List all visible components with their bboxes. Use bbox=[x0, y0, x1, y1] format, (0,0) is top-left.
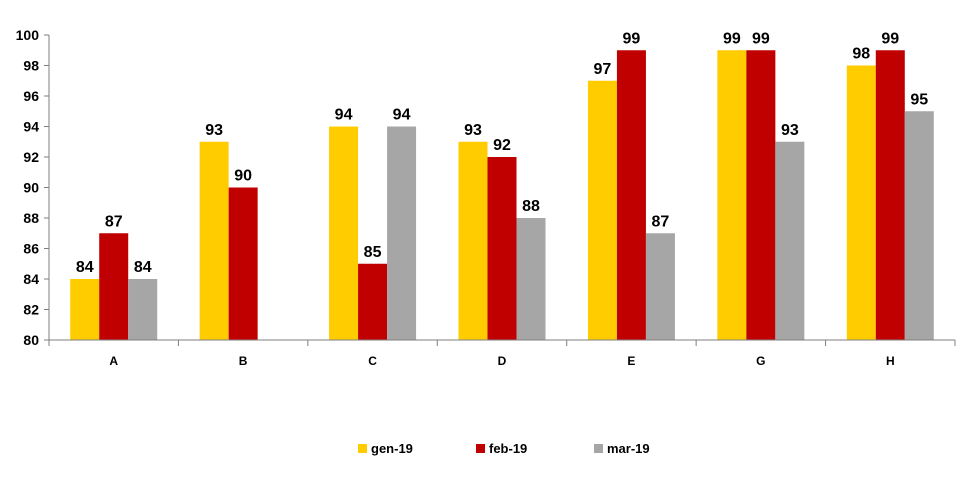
bar-feb-19-A bbox=[99, 233, 129, 340]
bar-feb-19-B bbox=[228, 187, 258, 340]
bar-feb-19-E bbox=[616, 50, 646, 340]
data-label-mar-19-C: 94 bbox=[393, 107, 411, 124]
data-label-gen-19-D: 93 bbox=[464, 122, 482, 139]
legend-label: mar-19 bbox=[607, 441, 650, 456]
x-tick-label: E bbox=[627, 354, 635, 368]
legend: gen-19 feb-19 mar-19 bbox=[358, 441, 650, 456]
bar-gen-19-E bbox=[587, 80, 617, 340]
legend-label: gen-19 bbox=[371, 441, 413, 456]
data-label-feb-19-B: 90 bbox=[234, 168, 252, 185]
bar-feb-19-D bbox=[487, 157, 517, 340]
legend-swatch bbox=[358, 444, 367, 453]
y-tick-label: 90 bbox=[23, 180, 39, 196]
data-label-mar-19-A: 84 bbox=[134, 259, 152, 276]
x-tick-label: B bbox=[239, 354, 248, 368]
data-label-mar-19-G: 93 bbox=[781, 122, 799, 139]
data-label-feb-19-G: 99 bbox=[752, 30, 770, 47]
y-tick-label: 96 bbox=[23, 88, 39, 104]
data-label-mar-19-E: 87 bbox=[652, 213, 670, 230]
data-label-gen-19-B: 93 bbox=[205, 122, 223, 139]
bar-gen-19-B bbox=[199, 141, 229, 340]
bars-layer bbox=[70, 50, 934, 340]
x-tick-label: D bbox=[498, 354, 507, 368]
data-label-feb-19-C: 85 bbox=[364, 244, 382, 261]
data-label-gen-19-G: 99 bbox=[723, 30, 741, 47]
data-label-gen-19-A: 84 bbox=[76, 259, 94, 276]
y-tick-label: 100 bbox=[16, 27, 40, 43]
bar-mar-19-A bbox=[128, 279, 158, 340]
bar-mar-19-E bbox=[645, 233, 675, 340]
bar-feb-19-C bbox=[358, 263, 388, 340]
y-tick-label: 88 bbox=[23, 210, 39, 226]
bar-gen-19-G bbox=[717, 50, 747, 340]
x-tick-label: H bbox=[886, 354, 895, 368]
legend-item-feb-19: feb-19 bbox=[476, 441, 527, 456]
y-tick-label: 80 bbox=[23, 332, 39, 348]
data-label-gen-19-E: 97 bbox=[594, 61, 612, 78]
data-label-feb-19-A: 87 bbox=[105, 213, 123, 230]
data-label-feb-19-E: 99 bbox=[623, 30, 641, 47]
legend-label: feb-19 bbox=[489, 441, 527, 456]
data-label-gen-19-H: 98 bbox=[852, 46, 870, 63]
bar-gen-19-D bbox=[458, 141, 488, 340]
bar-mar-19-D bbox=[516, 218, 546, 340]
y-tick-label: 94 bbox=[23, 119, 39, 135]
y-tick-label: 86 bbox=[23, 241, 39, 257]
x-tick-label: C bbox=[368, 354, 377, 368]
data-label-mar-19-D: 88 bbox=[522, 198, 540, 215]
bar-gen-19-H bbox=[846, 65, 876, 340]
y-tick-label: 92 bbox=[23, 149, 39, 165]
data-label-gen-19-C: 94 bbox=[335, 107, 353, 124]
y-tick-label: 98 bbox=[23, 58, 39, 74]
bar-mar-19-H bbox=[904, 111, 934, 340]
bar-gen-19-A bbox=[70, 279, 100, 340]
data-labels-layer: 84 87 84 93 90 94 85 94 93 92 88 97 99 87 99 99 93 98 99 95 bbox=[76, 30, 928, 276]
x-tick-label: A bbox=[109, 354, 118, 368]
legend-item-gen-19: gen-19 bbox=[358, 441, 413, 456]
legend-swatch bbox=[594, 444, 603, 453]
y-tick-label: 84 bbox=[23, 271, 39, 287]
bar-mar-19-G bbox=[775, 141, 805, 340]
data-label-mar-19-H: 95 bbox=[910, 91, 928, 108]
data-label-feb-19-H: 99 bbox=[881, 30, 899, 47]
data-label-feb-19-D: 92 bbox=[493, 137, 511, 154]
bar-gen-19-C bbox=[329, 126, 359, 340]
legend-swatch bbox=[476, 444, 485, 453]
bar-feb-19-H bbox=[875, 50, 905, 340]
bar-feb-19-G bbox=[746, 50, 776, 340]
x-tick-label: G bbox=[756, 354, 765, 368]
axes-layer: 80 82 84 86 88 90 92 94 96 98 100 A B C D E G H bbox=[16, 27, 956, 368]
bar-mar-19-C bbox=[387, 126, 417, 340]
legend-item-mar-19: mar-19 bbox=[594, 441, 650, 456]
y-tick-label: 82 bbox=[23, 302, 39, 318]
